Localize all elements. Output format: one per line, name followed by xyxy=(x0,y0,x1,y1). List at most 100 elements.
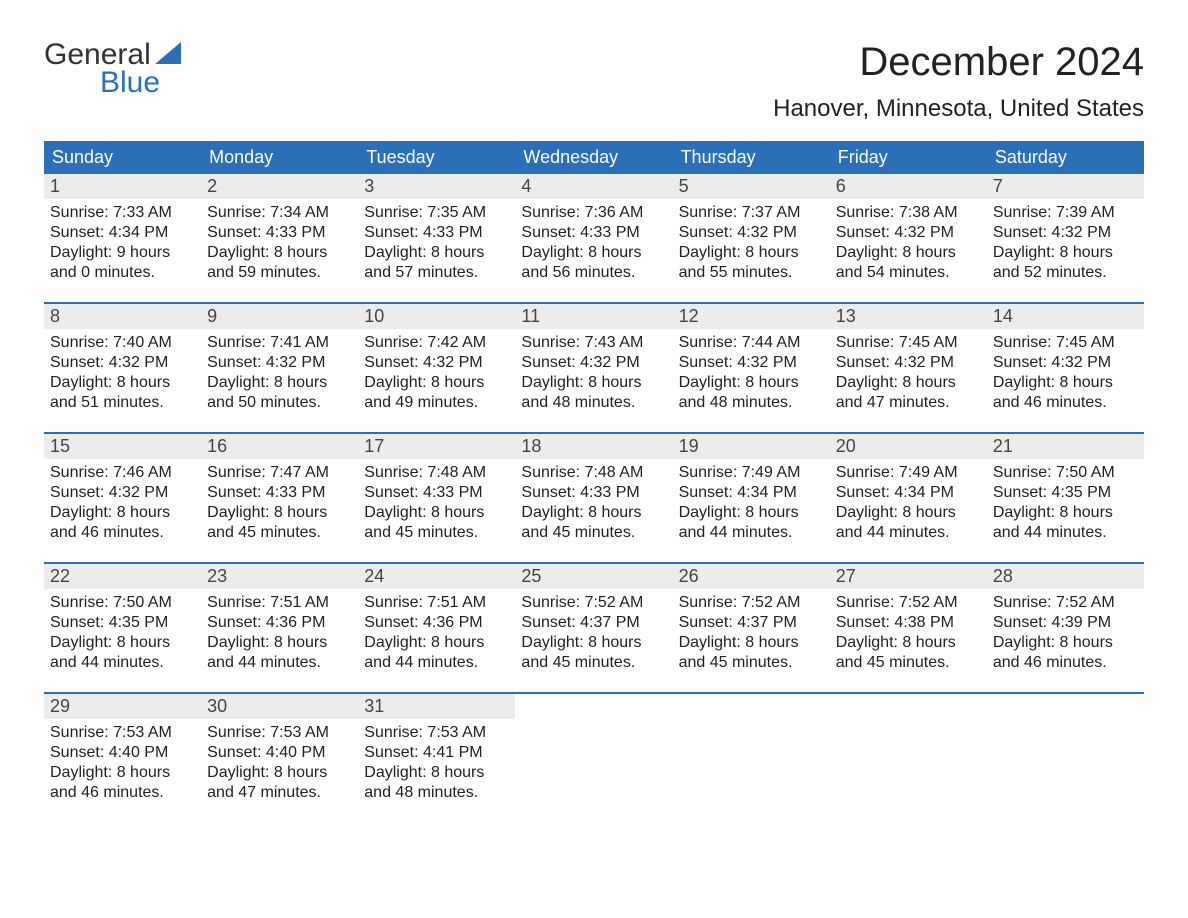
day-daylight1: Daylight: 8 hours xyxy=(50,503,195,523)
day-daylight2: and 47 minutes. xyxy=(207,783,352,803)
day-sunset: Sunset: 4:37 PM xyxy=(679,613,824,633)
day-header: Sunday xyxy=(44,141,201,174)
day-sunrise: Sunrise: 7:44 AM xyxy=(679,333,824,353)
day-daylight2: and 44 minutes. xyxy=(207,653,352,673)
day-number: 5 xyxy=(673,174,830,199)
day-sunrise: Sunrise: 7:38 AM xyxy=(836,203,981,223)
day-daylight2: and 48 minutes. xyxy=(521,393,666,413)
day-body: Sunrise: 7:45 AMSunset: 4:32 PMDaylight:… xyxy=(830,329,987,423)
day-number: 28 xyxy=(987,564,1144,589)
day-number: 11 xyxy=(515,304,672,329)
day-body: Sunrise: 7:37 AMSunset: 4:32 PMDaylight:… xyxy=(673,199,830,293)
day-daylight2: and 0 minutes. xyxy=(50,263,195,283)
day-sunset: Sunset: 4:32 PM xyxy=(521,353,666,373)
day-daylight1: Daylight: 8 hours xyxy=(50,373,195,393)
day-cell: 27Sunrise: 7:52 AMSunset: 4:38 PMDayligh… xyxy=(830,564,987,692)
day-header: Tuesday xyxy=(358,141,515,174)
day-sunset: Sunset: 4:33 PM xyxy=(521,483,666,503)
day-sunrise: Sunrise: 7:42 AM xyxy=(364,333,509,353)
day-number: 24 xyxy=(358,564,515,589)
day-cell: 1Sunrise: 7:33 AMSunset: 4:34 PMDaylight… xyxy=(44,174,201,302)
day-cell: 29Sunrise: 7:53 AMSunset: 4:40 PMDayligh… xyxy=(44,694,201,822)
day-cell: 24Sunrise: 7:51 AMSunset: 4:36 PMDayligh… xyxy=(358,564,515,692)
day-number: 3 xyxy=(358,174,515,199)
page-title: December 2024 xyxy=(773,40,1144,85)
day-number xyxy=(987,694,1144,719)
day-cell: 18Sunrise: 7:48 AMSunset: 4:33 PMDayligh… xyxy=(515,434,672,562)
day-sunrise: Sunrise: 7:49 AM xyxy=(679,463,824,483)
day-sunrise: Sunrise: 7:50 AM xyxy=(993,463,1138,483)
day-sunrise: Sunrise: 7:39 AM xyxy=(993,203,1138,223)
day-number: 19 xyxy=(673,434,830,459)
day-daylight1: Daylight: 8 hours xyxy=(836,373,981,393)
day-cell xyxy=(515,694,672,822)
day-cell: 3Sunrise: 7:35 AMSunset: 4:33 PMDaylight… xyxy=(358,174,515,302)
location-label: Hanover, Minnesota, United States xyxy=(773,95,1144,123)
day-sunset: Sunset: 4:32 PM xyxy=(993,353,1138,373)
day-number: 16 xyxy=(201,434,358,459)
day-daylight1: Daylight: 8 hours xyxy=(50,763,195,783)
day-sunset: Sunset: 4:32 PM xyxy=(207,353,352,373)
day-header-row: SundayMondayTuesdayWednesdayThursdayFrid… xyxy=(44,141,1144,174)
day-cell: 9Sunrise: 7:41 AMSunset: 4:32 PMDaylight… xyxy=(201,304,358,432)
day-sunset: Sunset: 4:34 PM xyxy=(679,483,824,503)
day-cell: 7Sunrise: 7:39 AMSunset: 4:32 PMDaylight… xyxy=(987,174,1144,302)
day-sunset: Sunset: 4:33 PM xyxy=(207,483,352,503)
day-body: Sunrise: 7:52 AMSunset: 4:37 PMDaylight:… xyxy=(515,589,672,683)
day-daylight1: Daylight: 8 hours xyxy=(364,633,509,653)
week-row: 29Sunrise: 7:53 AMSunset: 4:40 PMDayligh… xyxy=(44,692,1144,822)
day-sunset: Sunset: 4:34 PM xyxy=(50,223,195,243)
day-body: Sunrise: 7:50 AMSunset: 4:35 PMDaylight:… xyxy=(44,589,201,683)
day-daylight2: and 46 minutes. xyxy=(50,523,195,543)
day-number: 27 xyxy=(830,564,987,589)
calendar: SundayMondayTuesdayWednesdayThursdayFrid… xyxy=(44,141,1144,822)
day-daylight2: and 45 minutes. xyxy=(521,653,666,673)
day-daylight2: and 45 minutes. xyxy=(679,653,824,673)
title-block: December 2024 Hanover, Minnesota, United… xyxy=(773,40,1144,123)
day-daylight2: and 55 minutes. xyxy=(679,263,824,283)
day-sunset: Sunset: 4:40 PM xyxy=(50,743,195,763)
day-daylight2: and 49 minutes. xyxy=(364,393,509,413)
day-header: Monday xyxy=(201,141,358,174)
day-sunset: Sunset: 4:38 PM xyxy=(836,613,981,633)
day-header: Friday xyxy=(830,141,987,174)
day-daylight2: and 46 minutes. xyxy=(50,783,195,803)
day-body: Sunrise: 7:51 AMSunset: 4:36 PMDaylight:… xyxy=(358,589,515,683)
day-sunrise: Sunrise: 7:51 AM xyxy=(207,593,352,613)
day-body: Sunrise: 7:52 AMSunset: 4:37 PMDaylight:… xyxy=(673,589,830,683)
day-sunrise: Sunrise: 7:45 AM xyxy=(993,333,1138,353)
day-daylight1: Daylight: 8 hours xyxy=(364,373,509,393)
day-daylight1: Daylight: 8 hours xyxy=(364,503,509,523)
day-daylight1: Daylight: 8 hours xyxy=(207,633,352,653)
day-daylight1: Daylight: 8 hours xyxy=(521,633,666,653)
day-body: Sunrise: 7:48 AMSunset: 4:33 PMDaylight:… xyxy=(515,459,672,553)
day-cell: 23Sunrise: 7:51 AMSunset: 4:36 PMDayligh… xyxy=(201,564,358,692)
day-cell: 20Sunrise: 7:49 AMSunset: 4:34 PMDayligh… xyxy=(830,434,987,562)
day-sunrise: Sunrise: 7:49 AM xyxy=(836,463,981,483)
day-daylight1: Daylight: 8 hours xyxy=(679,373,824,393)
day-sunrise: Sunrise: 7:53 AM xyxy=(364,723,509,743)
day-cell xyxy=(830,694,987,822)
day-body: Sunrise: 7:36 AMSunset: 4:33 PMDaylight:… xyxy=(515,199,672,293)
day-sunrise: Sunrise: 7:45 AM xyxy=(836,333,981,353)
day-body: Sunrise: 7:44 AMSunset: 4:32 PMDaylight:… xyxy=(673,329,830,423)
day-daylight2: and 44 minutes. xyxy=(364,653,509,673)
day-daylight2: and 56 minutes. xyxy=(521,263,666,283)
day-sunrise: Sunrise: 7:37 AM xyxy=(679,203,824,223)
day-number: 30 xyxy=(201,694,358,719)
day-body: Sunrise: 7:52 AMSunset: 4:39 PMDaylight:… xyxy=(987,589,1144,683)
day-sunset: Sunset: 4:36 PM xyxy=(364,613,509,633)
day-daylight1: Daylight: 8 hours xyxy=(993,503,1138,523)
day-cell: 5Sunrise: 7:37 AMSunset: 4:32 PMDaylight… xyxy=(673,174,830,302)
day-sunrise: Sunrise: 7:36 AM xyxy=(521,203,666,223)
day-sunset: Sunset: 4:37 PM xyxy=(521,613,666,633)
day-body: Sunrise: 7:53 AMSunset: 4:40 PMDaylight:… xyxy=(44,719,201,813)
day-daylight1: Daylight: 8 hours xyxy=(364,763,509,783)
day-sunrise: Sunrise: 7:41 AM xyxy=(207,333,352,353)
day-number: 13 xyxy=(830,304,987,329)
day-number xyxy=(830,694,987,719)
day-daylight1: Daylight: 8 hours xyxy=(521,243,666,263)
day-body: Sunrise: 7:41 AMSunset: 4:32 PMDaylight:… xyxy=(201,329,358,423)
day-body: Sunrise: 7:51 AMSunset: 4:36 PMDaylight:… xyxy=(201,589,358,683)
day-cell: 25Sunrise: 7:52 AMSunset: 4:37 PMDayligh… xyxy=(515,564,672,692)
